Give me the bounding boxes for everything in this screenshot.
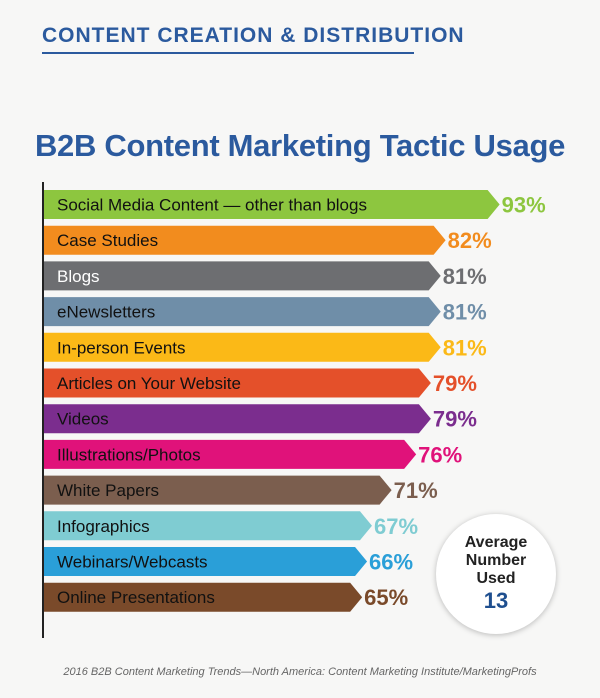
average-badge: Average Number Used 13 [436, 514, 556, 634]
category-label: Social Media Content — other than blogs [57, 196, 367, 215]
bar-4 [43, 332, 441, 362]
value-label: 65% [364, 585, 408, 610]
section-header: CONTENT CREATION & DISTRIBUTION [42, 24, 465, 47]
bar-1 [43, 225, 446, 255]
bar-chart: Social Media Content — other than blogs 9… [42, 182, 546, 638]
category-label: Infographics [57, 517, 150, 536]
chart-title: B2B Content Marketing Tactic Usage [34, 128, 566, 163]
value-label: 79% [433, 371, 477, 396]
category-label: Online Presentations [57, 588, 215, 607]
value-label: 81% [443, 335, 487, 360]
value-label: 71% [394, 478, 438, 503]
category-label: eNewsletters [57, 303, 155, 322]
bar-7 [43, 439, 417, 469]
average-value: 13 [483, 588, 509, 613]
category-label: Blogs [57, 267, 100, 286]
bar-5 [43, 368, 431, 398]
value-label: 76% [418, 442, 462, 467]
category-label: Videos [57, 410, 109, 429]
bar-3 [43, 297, 441, 327]
bar-6 [43, 404, 431, 434]
section-divider [42, 52, 414, 54]
bar-8 [43, 475, 392, 505]
bar-9 [43, 511, 372, 541]
value-label: 82% [448, 228, 492, 253]
value-label: 66% [369, 550, 413, 575]
category-label: In-person Events [57, 338, 186, 357]
bar-0 [43, 190, 500, 219]
category-label: Webinars/Webcasts [57, 553, 208, 572]
category-label: Case Studies [57, 231, 158, 250]
value-label: 93% [502, 193, 546, 218]
bar-10 [43, 547, 368, 576]
value-label: 81% [443, 300, 487, 325]
category-label: Articles on Your Website [57, 374, 241, 393]
value-label: 79% [433, 407, 477, 432]
bar-2 [43, 261, 441, 291]
category-label: Illustrations/Photos [57, 445, 201, 464]
bar-11 [43, 582, 363, 612]
source-note: 2016 B2B Content Marketing Trends—North … [63, 666, 537, 678]
value-label: 81% [443, 264, 487, 289]
category-label: White Papers [57, 481, 159, 500]
average-label: Average Number Used [464, 534, 528, 587]
value-label: 67% [374, 514, 418, 539]
